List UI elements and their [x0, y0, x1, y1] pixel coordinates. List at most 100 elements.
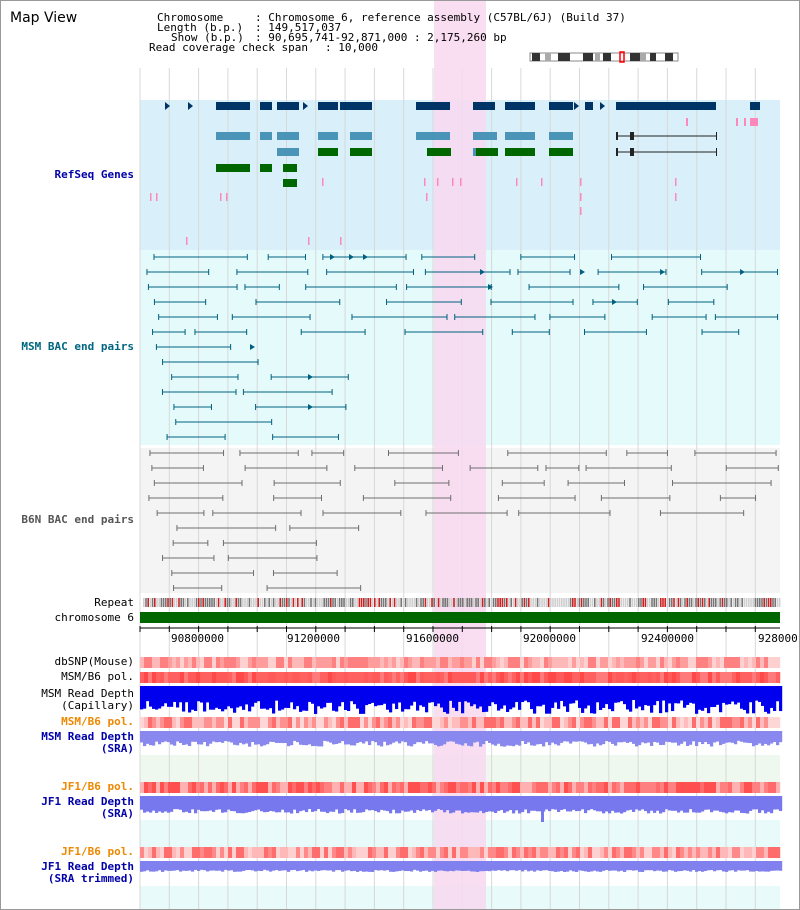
track-label-jf1-depth-sra[interactable]: JF1 Read Depth (SRA): [41, 796, 134, 820]
polymorphism-cell: [328, 782, 333, 793]
polymorphism-cell: [748, 657, 753, 668]
read-depth-bar: [179, 796, 183, 810]
track-label-jf1-depth-trimmed[interactable]: JF1 Read Depth (SRA trimmed): [41, 861, 134, 885]
polymorphism-cell: [220, 717, 225, 728]
pseudogene-mark: [226, 193, 228, 201]
polymorphism-cell: [252, 847, 257, 858]
polymorphism-cell: [416, 847, 421, 858]
read-depth-bar: [209, 686, 213, 710]
read-depth-bar: [380, 686, 384, 706]
read-depth-bar: [764, 861, 768, 872]
repeat-mark: [180, 598, 182, 607]
read-depth-bar: [260, 731, 264, 747]
polymorphism-cell: [448, 717, 453, 728]
read-depth-bar: [683, 686, 687, 708]
track-label-dbsnp[interactable]: dbSNP(Mouse): [54, 655, 134, 668]
track-label-msm-b6-pol-sra[interactable]: MSM/B6 pol.: [61, 715, 134, 728]
polymorphism-cell: [572, 717, 577, 728]
polymorphism-cell: [328, 657, 333, 668]
read-depth-bar: [617, 731, 621, 743]
repeat-mark: [358, 598, 361, 607]
polymorphism-cell: [732, 717, 737, 728]
read-depth-bar: [290, 796, 294, 814]
polymorphism-cell: [228, 847, 233, 858]
polymorphism-cell: [656, 717, 661, 728]
track-label-refseq[interactable]: RefSeq Genes: [54, 168, 134, 181]
polymorphism-cell: [672, 672, 677, 683]
polymorphism-cell: [192, 672, 197, 683]
gene-exon: [277, 102, 299, 110]
polymorphism-cell: [552, 717, 557, 728]
read-depth-bar: [215, 731, 219, 743]
polymorphism-cell: [168, 657, 173, 668]
polymorphism-cell: [376, 657, 381, 668]
track-label-msm-b6-pol[interactable]: MSM/B6 pol.: [61, 670, 134, 683]
polymorphism-cell: [476, 717, 481, 728]
polymorphism-cell: [460, 782, 465, 793]
repeat-mark: [435, 598, 438, 607]
polymorphism-cell: [640, 672, 645, 683]
read-depth-bar: [383, 686, 387, 704]
gene-exon: [350, 102, 372, 110]
gene-exon: [585, 102, 593, 110]
read-depth-bar: [455, 686, 459, 712]
read-depth-bar: [764, 796, 768, 814]
track-label-jf1-b6-pol-trimmed[interactable]: JF1/B6 pol.: [61, 845, 134, 858]
read-depth-bar: [653, 686, 657, 706]
read-depth-bar: [452, 731, 456, 742]
polymorphism-cell: [488, 847, 493, 858]
track-label-chromosome[interactable]: chromosome 6: [54, 611, 134, 624]
polymorphism-cell: [296, 717, 301, 728]
read-depth-bar: [662, 731, 666, 745]
polymorphism-cell: [480, 847, 485, 858]
polymorphism-cell: [716, 717, 721, 728]
read-depth-bar: [161, 731, 165, 743]
repeat-mark: [343, 598, 345, 607]
polymorphism-cell: [744, 782, 749, 793]
polymorphism-cell: [448, 847, 453, 858]
read-depth-bar: [779, 861, 783, 871]
read-depth-bar: [602, 686, 606, 708]
polymorphism-cell: [284, 717, 289, 728]
pseudogene-mark: [460, 178, 462, 186]
pseudogene-mark: [744, 118, 746, 126]
polymorphism-cell: [592, 847, 597, 858]
polymorphism-cell: [532, 782, 537, 793]
gene-exon: [473, 132, 497, 140]
read-depth-bar: [638, 861, 642, 872]
read-depth-bar: [362, 686, 366, 714]
polymorphism-cell: [604, 672, 609, 683]
polymorphism-cell: [344, 657, 349, 668]
read-depth-bar: [503, 796, 507, 813]
read-depth-bar: [491, 686, 495, 703]
track-label-b6n-bac[interactable]: B6N BAC end pairs: [21, 513, 134, 526]
polymorphism-cell: [664, 847, 669, 858]
read-depth-bar: [566, 861, 570, 872]
polymorphism-cell: [548, 672, 553, 683]
polymorphism-cell: [184, 672, 189, 683]
read-depth-bar: [239, 861, 243, 872]
track-label-repeat[interactable]: Repeat: [94, 596, 134, 609]
read-depth-bar: [200, 796, 204, 812]
track-label-msm-depth-sra[interactable]: MSM Read Depth (SRA): [41, 731, 134, 755]
polymorphism-cell: [496, 657, 501, 668]
polymorphism-cell: [208, 657, 213, 668]
polymorphism-cell: [472, 782, 477, 793]
track-label-jf1-b6-pol[interactable]: JF1/B6 pol.: [61, 780, 134, 793]
read-depth-bar: [389, 686, 393, 713]
axis-tick-label: 90800000: [171, 632, 224, 645]
ideogram-band: [532, 53, 540, 61]
polymorphism-cell: [568, 672, 573, 683]
repeat-mark: [624, 598, 627, 607]
track-label-msm-depth-capillary[interactable]: MSM Read Depth (Capillary): [41, 688, 134, 712]
polymorphism-cell: [428, 717, 433, 728]
repeat-mark: [576, 598, 578, 607]
read-depth-bar: [683, 861, 687, 871]
track-label-msm-bac[interactable]: MSM BAC end pairs: [21, 340, 134, 353]
read-depth-bar: [695, 686, 699, 714]
repeat-mark: [671, 598, 673, 607]
polymorphism-cell: [772, 847, 777, 858]
read-depth-bar: [476, 796, 480, 813]
read-depth-bar: [584, 861, 588, 872]
